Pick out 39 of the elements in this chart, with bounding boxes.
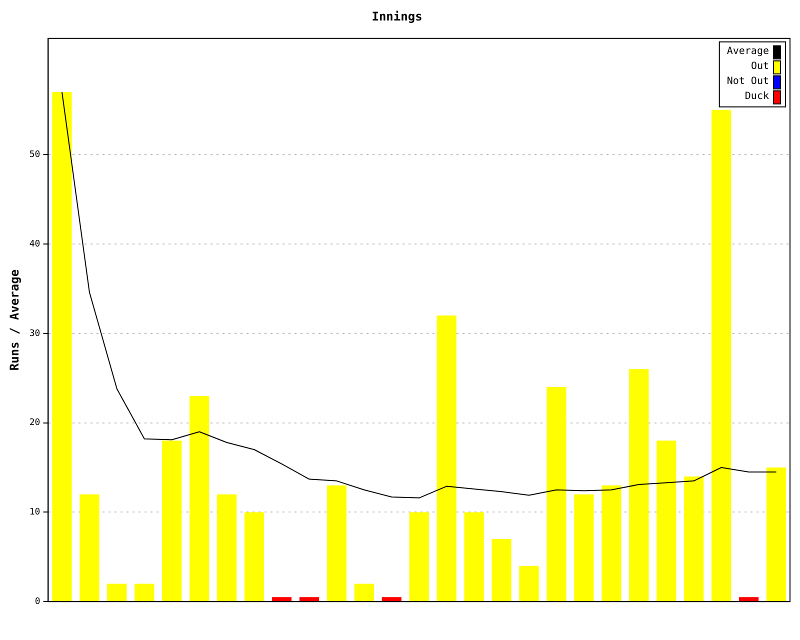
bar — [766, 468, 786, 602]
bar — [190, 396, 210, 602]
bar — [134, 584, 154, 602]
bar — [244, 512, 264, 602]
bar — [492, 539, 512, 602]
bar — [519, 566, 539, 602]
bar — [409, 512, 429, 602]
bar — [52, 92, 72, 602]
legend-label: Duck — [744, 90, 769, 102]
bar — [464, 512, 484, 602]
bar — [382, 597, 402, 602]
bar — [739, 597, 759, 602]
chart-title: Innings — [372, 9, 422, 24]
legend-label: Average — [726, 46, 769, 57]
bar — [602, 485, 622, 602]
bar — [272, 597, 292, 602]
bar — [712, 110, 732, 602]
y-tick-label: 10 — [29, 508, 40, 518]
bar — [574, 494, 594, 602]
bar — [299, 597, 320, 602]
bar — [656, 440, 676, 602]
legend-label: Not Out — [726, 76, 769, 87]
bar — [217, 494, 237, 602]
legend-label: Out — [750, 60, 769, 72]
bar — [684, 476, 704, 602]
bar — [436, 316, 456, 602]
bar — [629, 369, 649, 602]
y-tick-label: 40 — [29, 239, 40, 250]
y-tick-label: 50 — [29, 150, 40, 160]
y-tick-label: 20 — [29, 418, 40, 428]
bar — [107, 584, 127, 602]
bar — [162, 440, 182, 602]
bar — [546, 387, 566, 602]
bar — [326, 485, 346, 602]
y-tick-label: 30 — [29, 328, 40, 339]
bar — [354, 584, 374, 602]
y-tick-label: 0 — [34, 596, 40, 607]
bar — [80, 494, 100, 602]
y-axis-title: Runs / Average — [7, 269, 22, 371]
